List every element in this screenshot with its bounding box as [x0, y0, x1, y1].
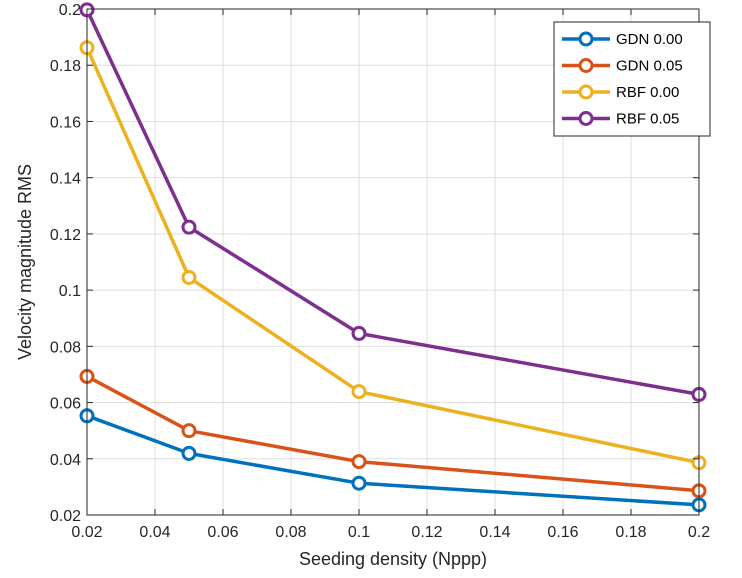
- legend-item: RBF 0.00: [562, 84, 679, 101]
- legend-label: GDN 0.05: [616, 58, 683, 75]
- series-line: [85, 9, 700, 397]
- series-gdn-0-00: [79, 408, 707, 513]
- x-tick-label: 0.14: [479, 524, 510, 541]
- series-gdn-0-05: [79, 368, 707, 499]
- legend-swatch-marker: [578, 31, 594, 47]
- x-tick-label: 0.08: [275, 524, 306, 541]
- x-tick-label: 0.18: [615, 524, 646, 541]
- data-point: [181, 269, 197, 285]
- x-tick-label: 0.06: [207, 524, 238, 541]
- y-tick-label: 0.04: [50, 452, 81, 469]
- data-point: [351, 475, 367, 491]
- y-tick-label: 0.12: [50, 227, 81, 244]
- series-line: [85, 47, 700, 465]
- legend-swatch-marker: [578, 84, 594, 100]
- legend-label: GDN 0.00: [616, 31, 683, 48]
- legend: GDN 0.00 GDN 0.05 RBF 0.00 RBF 0.05: [553, 21, 711, 137]
- legend-item: GDN 0.05: [562, 58, 683, 75]
- y-tick-label: 0.06: [50, 396, 81, 413]
- x-tick-labels: 0.02 0.04 0.06 0.08 0.1 0.12 0.14 0.16 0.18 0.2: [71, 524, 710, 541]
- series-rbf-0-00: [79, 40, 707, 471]
- legend-swatch-marker: [578, 58, 594, 73]
- y-axis-title: Velocity magnitude RMS: [15, 164, 35, 360]
- data-point: [181, 219, 197, 235]
- x-tick-label: 0.2: [688, 524, 710, 541]
- series-line: [86, 414, 700, 507]
- data-point: [351, 454, 367, 470]
- legend-label: RBF 0.00: [616, 84, 679, 101]
- data-point: [181, 445, 197, 461]
- legend-swatch-marker: [578, 111, 594, 126]
- y-tick-labels: 0.02 0.04 0.06 0.08 0.1 0.12 0.14 0.16 0.18 0.2: [50, 2, 81, 525]
- y-tick-label: 0.1: [59, 283, 81, 300]
- y-tick-label: 0.16: [50, 114, 81, 131]
- y-tick-label: 0.08: [50, 339, 81, 356]
- data-point: [351, 384, 367, 400]
- data-point: [181, 423, 197, 439]
- x-tick-label: 0.1: [348, 524, 370, 541]
- x-tick-label: 0.12: [411, 524, 442, 541]
- data-point: [351, 325, 367, 341]
- series-line: [86, 374, 700, 493]
- plot-frame: [86, 8, 700, 516]
- legend-item: RBF 0.05: [562, 111, 679, 128]
- legend-item: GDN 0.00: [562, 31, 683, 48]
- x-tick-label: 0.04: [139, 524, 170, 541]
- y-tick-label: 0.14: [50, 171, 81, 188]
- x-tick-label: 0.16: [547, 524, 578, 541]
- y-tick-label: 0.18: [50, 58, 81, 75]
- x-tick-label: 0.02: [71, 524, 102, 541]
- y-tick-label: 0.2: [59, 2, 81, 19]
- legend-label: RBF 0.05: [616, 111, 679, 128]
- tick-marks: [86, 8, 700, 516]
- x-axis-title: Seeding density (Nppp): [299, 549, 487, 569]
- y-tick-label: 0.02: [50, 508, 81, 525]
